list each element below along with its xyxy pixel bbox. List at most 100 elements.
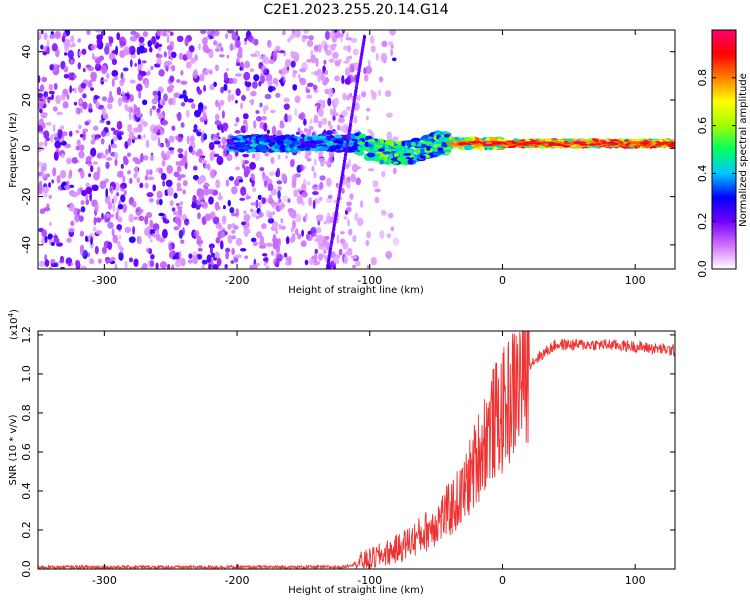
- heatmap-cell: [316, 234, 324, 240]
- heatmap-cell: [328, 58, 335, 63]
- heatmap-cell: [157, 44, 163, 47]
- heatmap-cell: [169, 31, 174, 36]
- heatmap-cell: [234, 257, 238, 262]
- heatmap-cell: [308, 35, 314, 41]
- heatmap-cell: [129, 45, 136, 56]
- heatmap-cell: [168, 243, 172, 251]
- heatmap-cell: [142, 99, 148, 106]
- heatmap-cell: [176, 79, 181, 83]
- heatmap-cell: [180, 70, 184, 76]
- heatmap-cell: [175, 259, 181, 268]
- heatmap-cell: [50, 242, 55, 246]
- heatmap-cell: [381, 170, 386, 178]
- heatmap-cell: [193, 230, 200, 238]
- heatmap-cell: [232, 45, 237, 50]
- heatmap-cell: [234, 130, 241, 134]
- heatmap-cell: [175, 161, 180, 166]
- heatmap-cell: [144, 182, 149, 189]
- heatmap-cell: [338, 59, 342, 64]
- heatmap-cell: [90, 165, 94, 173]
- heatmap-cell: [266, 129, 270, 134]
- heatmap-cell: [204, 183, 210, 187]
- heatmap-cell: [225, 67, 229, 72]
- heatmap-cell: [53, 237, 60, 243]
- heatmap-cell: [306, 181, 311, 186]
- heatmap-cell: [116, 32, 120, 40]
- heatmap-cell: [68, 259, 71, 267]
- heatmap-cell: [278, 50, 286, 54]
- heatmap-cell: [410, 138, 416, 142]
- heatmap-cell: [62, 101, 69, 109]
- heatmap-cell: [277, 190, 281, 199]
- heatmap-cell: [263, 122, 268, 132]
- heatmap-cell: [160, 261, 167, 269]
- heatmap-cell: [95, 230, 103, 235]
- heatmap-cell: [50, 262, 57, 267]
- heatmap-cell: [176, 206, 183, 210]
- heatmap-cell: [146, 192, 154, 198]
- heatmap-cell: [275, 244, 281, 254]
- heatmap-cell: [84, 121, 90, 126]
- heatmap-cell: [231, 235, 236, 239]
- heatmap-cell: [322, 81, 328, 86]
- heatmap-cell: [325, 215, 333, 224]
- heatmap-cell: [338, 117, 345, 123]
- heatmap-cell: [242, 153, 249, 158]
- heatmap-cell: [43, 130, 50, 139]
- heatmap-cell: [272, 234, 276, 239]
- heatmap-cell: [244, 37, 248, 42]
- heatmap-cell: [243, 210, 247, 214]
- heatmap-cell: [167, 263, 171, 269]
- heatmap-cell: [185, 109, 190, 118]
- heatmap-cell: [175, 135, 179, 140]
- heatmap-cell: [221, 231, 225, 238]
- heatmap-cell: [114, 263, 118, 269]
- heatmap-cell: [212, 216, 220, 225]
- heatmap-cell: [301, 191, 308, 198]
- heatmap-cell: [106, 157, 113, 161]
- heatmap-cell: [212, 32, 216, 38]
- heatmap-cell: [371, 91, 377, 100]
- heatmap-cell: [325, 30, 330, 40]
- heatmap-cell: [200, 201, 204, 206]
- heatmap-cell: [280, 225, 286, 230]
- heatmap-cell: [134, 32, 140, 39]
- heatmap-cell: [112, 136, 118, 142]
- heatmap-cell: [176, 187, 183, 192]
- heatmap-cell: [361, 91, 366, 98]
- heatmap-cell: [184, 218, 190, 226]
- heatmap-cell: [178, 250, 182, 261]
- heatmap-cell: [187, 98, 194, 103]
- heatmap-cell: [159, 199, 163, 206]
- heatmap-cell: [350, 173, 356, 183]
- heatmap-cell: [133, 258, 139, 267]
- heatmap-cell: [107, 103, 113, 110]
- heatmap-cell: [215, 237, 221, 244]
- heatmap-cell: [278, 224, 282, 230]
- heatmap-cell: [180, 239, 185, 244]
- heatmap-cell: [44, 235, 48, 243]
- heatmap-cell: [98, 258, 102, 264]
- heatmap-cell: [249, 264, 253, 269]
- heatmap-cell: [137, 134, 141, 140]
- heatmap-cell: [52, 66, 60, 76]
- heatmap-cell: [213, 257, 218, 261]
- heatmap-cell: [78, 215, 84, 222]
- heatmap-cell: [318, 197, 323, 201]
- heatmap-cell: [283, 103, 290, 110]
- heatmap-cell: [218, 192, 222, 199]
- heatmap-cell: [224, 264, 228, 269]
- heatmap-cell: [149, 260, 155, 267]
- heatmap-cell: [44, 259, 50, 267]
- heatmap-cell: [79, 144, 85, 151]
- heatmap-cell: [43, 173, 47, 179]
- heatmap-cell: [342, 30, 345, 35]
- heatmap-cell: [346, 201, 352, 207]
- heatmap-cell: [89, 258, 95, 265]
- heatmap-cell: [282, 30, 286, 36]
- heatmap-cell: [343, 216, 348, 220]
- heatmap-cell: [170, 51, 177, 59]
- heatmap-cell: [66, 180, 70, 186]
- heatmap-cell: [263, 105, 267, 115]
- heatmap-cell: [79, 230, 84, 237]
